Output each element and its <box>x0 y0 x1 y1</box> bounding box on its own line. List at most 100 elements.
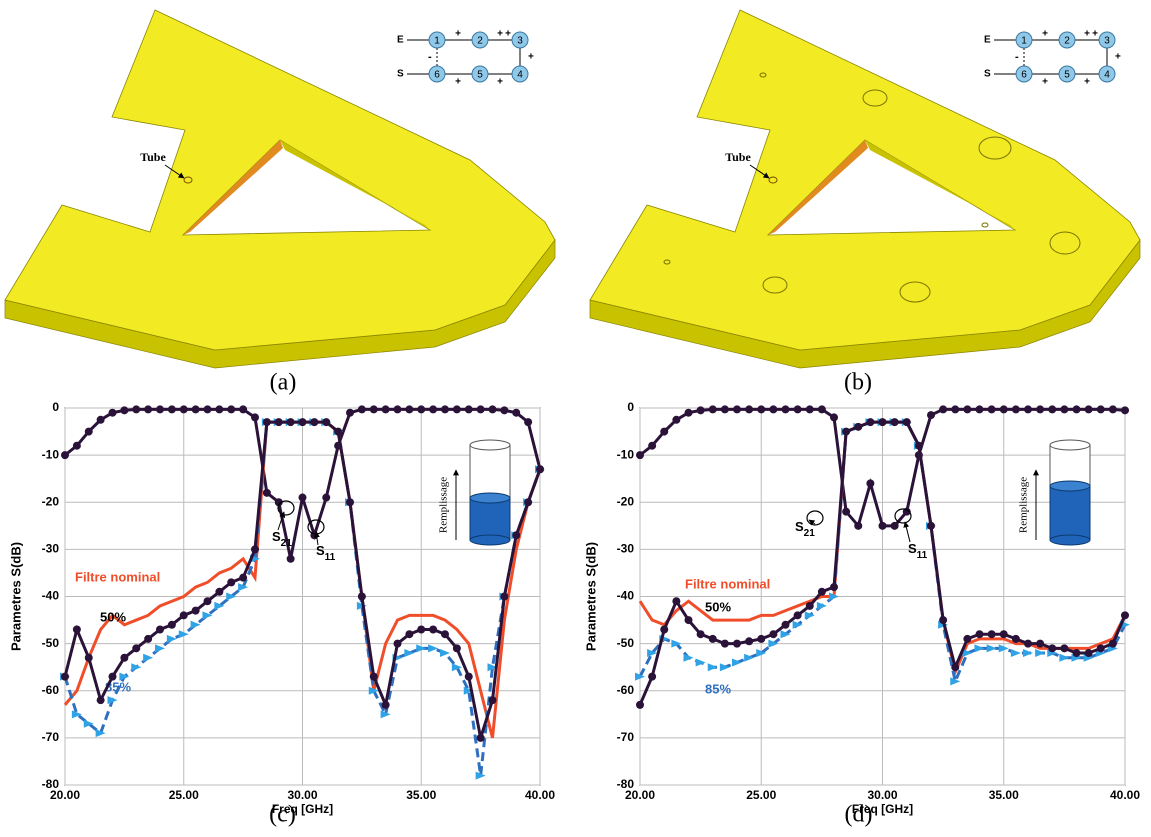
point-marker <box>227 578 236 587</box>
point-marker <box>71 710 82 719</box>
point-marker <box>842 507 851 516</box>
schematic-node <box>1098 65 1116 83</box>
schematic-node <box>511 31 529 49</box>
point-marker <box>792 620 803 629</box>
point-marker <box>927 411 935 420</box>
schematic-node-label: 4 <box>1104 70 1110 81</box>
schematic-input: E <box>984 35 991 46</box>
point-marker <box>191 405 200 414</box>
inset-tube-bottom <box>1049 534 1091 546</box>
point-marker <box>61 451 69 460</box>
schematic-node <box>1098 31 1116 49</box>
point-marker <box>298 493 307 502</box>
point-marker <box>500 406 509 415</box>
point-marker <box>226 592 237 601</box>
point-marker <box>999 630 1008 639</box>
point-marker <box>143 653 154 662</box>
point-marker <box>286 554 295 563</box>
annotation-symbol: S <box>795 519 804 534</box>
point-marker <box>1024 639 1032 648</box>
schematic-sign: + <box>1092 29 1098 40</box>
point-marker <box>381 700 390 709</box>
point-marker <box>262 488 271 497</box>
y-tick-label: -30 <box>42 542 60 556</box>
point-marker <box>1096 644 1105 653</box>
point-marker <box>488 405 497 414</box>
schematic-sign: + <box>505 29 511 40</box>
point-marker <box>671 639 682 648</box>
point-marker <box>239 405 248 414</box>
point-marker <box>72 625 81 634</box>
point-marker <box>429 405 438 414</box>
point-marker <box>451 663 462 672</box>
y-tick-label: -70 <box>42 730 60 744</box>
point-marker <box>683 653 694 662</box>
annotation-arrow <box>277 511 286 531</box>
point-marker <box>108 672 117 681</box>
schematic-node-label: 5 <box>477 70 483 81</box>
panel-label: (b) <box>844 370 872 396</box>
annotation: S11 <box>316 543 336 562</box>
point-marker <box>155 644 165 653</box>
schematic-node <box>428 65 446 83</box>
schematic-output: S <box>397 69 404 80</box>
x-tick-label: 30.00 <box>867 788 897 802</box>
point-marker <box>179 611 188 620</box>
point-marker <box>393 639 402 648</box>
annotation-subscript: 11 <box>325 552 336 563</box>
y-tick-label: -50 <box>42 636 60 650</box>
y-tick-label: -80 <box>617 777 635 791</box>
point-marker <box>524 418 533 427</box>
point-marker <box>488 696 497 705</box>
point-marker <box>757 405 766 414</box>
point-marker <box>512 408 521 417</box>
point-marker <box>830 583 838 592</box>
annotation: S21 <box>272 529 292 548</box>
point-marker <box>119 672 130 681</box>
point-marker <box>310 418 319 427</box>
point-marker <box>404 649 415 658</box>
point-marker <box>769 405 778 414</box>
point-marker <box>950 677 961 686</box>
annotation: S21 <box>795 519 815 538</box>
schematic-node-label: 6 <box>434 70 440 81</box>
point-marker <box>1011 405 1020 414</box>
y-tick-label: 0 <box>52 400 59 414</box>
schematic-sign: - <box>1015 51 1019 63</box>
point-marker <box>745 637 754 646</box>
point-marker <box>107 696 118 705</box>
series-label: 50% <box>100 609 126 624</box>
y-tick-label: -30 <box>617 542 635 556</box>
point-marker <box>476 405 485 414</box>
series-label: Filtre nominal <box>75 569 160 584</box>
point-marker <box>238 583 249 592</box>
schematic-sign: + <box>1042 77 1048 88</box>
point-marker <box>156 405 164 414</box>
inset-tube-top <box>469 439 511 451</box>
point-marker <box>1048 405 1057 414</box>
point-marker <box>452 644 461 653</box>
x-axis-label: Freq [GHz] <box>852 802 913 816</box>
point-marker <box>781 620 790 629</box>
point-marker <box>636 700 644 709</box>
schematic-node-label: 4 <box>517 70 523 81</box>
y-tick-label: 0 <box>627 400 634 414</box>
point-marker <box>464 405 473 414</box>
y-tick-label: -10 <box>617 447 635 461</box>
point-marker <box>286 418 295 427</box>
point-marker <box>463 686 474 695</box>
point-marker <box>475 771 486 780</box>
point-marker <box>417 625 426 634</box>
point-marker <box>974 644 985 653</box>
schematic-sign: + <box>528 52 534 63</box>
point-marker <box>227 405 236 414</box>
model-b <box>589 9 1141 369</box>
annotation-ring <box>277 500 295 516</box>
x-tick-label: 25.00 <box>169 788 199 802</box>
point-marker <box>215 587 224 596</box>
point-marker <box>963 634 972 643</box>
point-marker <box>131 663 142 672</box>
annotation-subscript: 11 <box>917 550 928 561</box>
